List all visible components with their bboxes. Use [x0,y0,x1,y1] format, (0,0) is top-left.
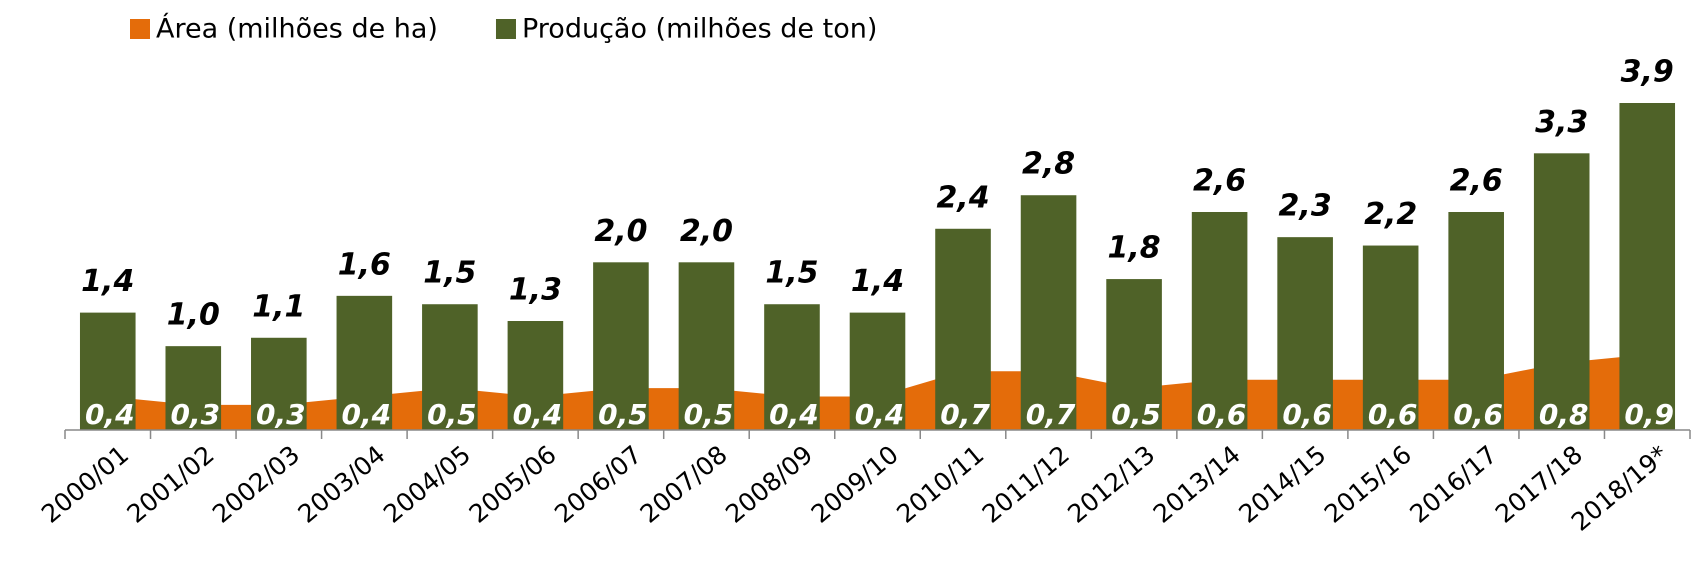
bar [165,346,222,430]
bar [1191,212,1248,430]
x-tick-label: 2009/10 [806,440,904,529]
bar [336,295,393,430]
data-label: 0,3 [170,398,220,431]
data-label: 0,7 [1026,398,1076,431]
bar [678,262,735,430]
bar [422,304,478,430]
x-tick-label: 2002/03 [207,440,305,529]
x-tick-label: 2014/15 [1233,440,1331,529]
x-tick-label: 2007/08 [635,440,733,529]
bar [593,262,649,430]
legend-swatch [130,19,150,39]
data-label: 1,4 [81,264,134,299]
data-label: 0,8 [1539,398,1589,431]
x-tick-label: 2013/14 [1148,440,1246,529]
legend-label: Área (milhões de ha) [156,13,438,45]
data-label: 0,4 [85,398,135,431]
data-label: 1,6 [338,247,391,282]
data-label: 0,4 [855,398,905,431]
x-tick-label: 2011/12 [977,440,1075,529]
x-tick-label: 2018/19* [1566,440,1674,537]
data-label: 1,0 [167,298,220,333]
bar [79,312,136,430]
data-label: 1,1 [252,289,305,324]
data-label: 2,4 [936,180,989,215]
data-label: 0,6 [1453,398,1503,431]
x-tick-label: 2004/05 [378,440,476,529]
data-label: 1,8 [1108,231,1161,266]
bar [1448,212,1504,430]
bar [1020,195,1077,430]
data-label: 0,5 [684,398,734,431]
data-label: 0,6 [1282,398,1332,431]
data-label: 2,6 [1450,164,1503,199]
bar [849,312,906,430]
data-label: 2,3 [1279,189,1332,224]
data-label: 1,5 [423,256,476,291]
data-label: 0,3 [256,398,306,431]
data-label: 0,5 [598,398,648,431]
data-label: 0,9 [1624,398,1674,431]
data-label: 2,0 [680,214,733,249]
data-label: 0,6 [1197,398,1247,431]
x-tick-label: 2000/01 [36,440,134,529]
data-label: 2,8 [1022,147,1075,182]
data-label: 3,3 [1535,105,1588,140]
bar [935,228,991,430]
data-label: 1,5 [765,256,818,291]
data-label: 2,0 [594,214,647,249]
data-label: 0,7 [940,398,990,431]
data-label: 0,4 [769,398,819,431]
bar [1619,103,1676,430]
x-tick-label: 2003/04 [292,440,390,529]
data-label: 0,4 [513,398,563,431]
legend-swatch [495,19,516,39]
bar [764,304,820,430]
legend-label: Produção (milhões de ton) [522,14,877,45]
x-tick-label: 2005/06 [464,440,562,529]
x-tick-label: 2006/07 [549,440,647,529]
x-tick-label: 2008/09 [720,440,818,529]
data-label: 0,5 [1111,398,1161,431]
area [107,354,1648,430]
data-label: 0,5 [427,398,477,431]
x-tick-label: 2010/11 [891,440,989,529]
x-tick-label: 2015/16 [1319,440,1417,529]
x-tick-label: 2012/13 [1062,440,1160,529]
data-label: 1,3 [509,273,562,308]
bar [1106,279,1162,430]
data-label: 2,6 [1193,164,1246,199]
bar [507,321,564,430]
bar [1533,153,1590,431]
data-label: 2,2 [1364,197,1417,232]
data-label: 3,9 [1621,55,1674,90]
x-tick-label: 2001/02 [121,440,219,529]
data-label: 0,6 [1368,398,1418,431]
bar [251,337,307,430]
data-label: 0,4 [342,398,392,431]
x-tick-label: 2016/17 [1404,440,1502,529]
bar [1362,245,1419,430]
bar [1277,237,1333,430]
data-label: 1,4 [851,264,904,299]
